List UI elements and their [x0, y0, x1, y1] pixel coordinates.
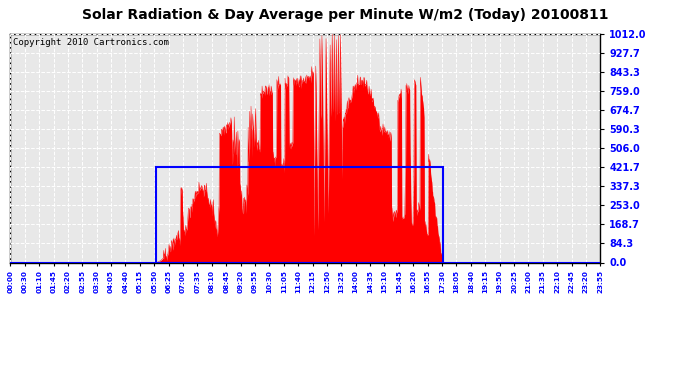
Text: Copyright 2010 Cartronics.com: Copyright 2010 Cartronics.com	[13, 38, 169, 47]
Text: Solar Radiation & Day Average per Minute W/m2 (Today) 20100811: Solar Radiation & Day Average per Minute…	[81, 8, 609, 21]
Bar	[156, 167, 443, 262]
